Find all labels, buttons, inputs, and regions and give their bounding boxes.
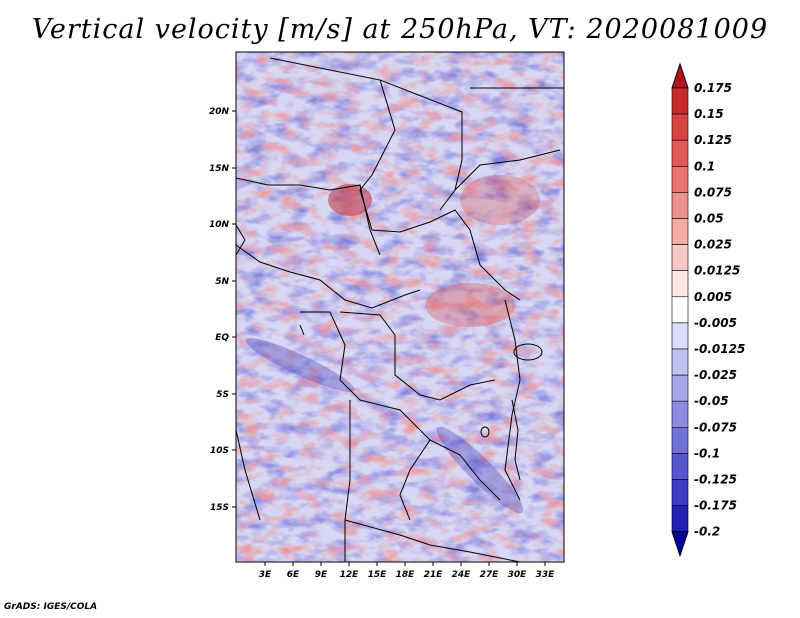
lat-label: EQ — [215, 333, 229, 343]
colorbar-label: -0.05 — [694, 394, 729, 408]
lon-axis: 3E 6E 9E 12E 15E 18E 21E 24E 27E 30E 33E — [259, 562, 555, 580]
colorbar-swatch — [671, 218, 689, 245]
lat-label: 10N — [209, 220, 230, 230]
colorbar-label: -0.075 — [694, 420, 737, 434]
colorbar-swatch — [671, 348, 689, 376]
map-frame — [235, 51, 565, 563]
colorbar-label: 0.05 — [694, 212, 724, 226]
colorbar-label: -0.025 — [694, 368, 737, 382]
lon-label: 33E — [536, 570, 556, 580]
colorbar-swatch — [671, 296, 689, 324]
lon-label: 3E — [259, 570, 272, 580]
colorbar-label: -0.0125 — [694, 342, 745, 356]
colorbar-swatch — [671, 400, 689, 428]
colorbar-label: 0.025 — [694, 238, 732, 252]
colorbar-label: -0.175 — [694, 499, 737, 513]
colorbar-swatch — [671, 374, 689, 402]
colorbar-swatch — [671, 426, 689, 454]
lon-label: 24E — [452, 570, 472, 580]
colorbar-swatch — [671, 505, 689, 533]
lon-label: 30E — [508, 570, 528, 580]
colorbar-arrow-top — [671, 62, 689, 89]
colorbar-label: -0.005 — [694, 316, 737, 330]
lon-label: 9E — [315, 570, 328, 580]
colorbar-label: 0.15 — [694, 107, 724, 121]
colorbar-swatch — [671, 192, 689, 219]
colorbar-swatch — [671, 139, 689, 167]
lat-label: 20N — [209, 107, 230, 117]
colorbar-swatch — [671, 244, 689, 272]
country-borders — [235, 57, 564, 563]
lon-label: 12E — [340, 570, 360, 580]
colorbar-swatch — [671, 479, 689, 506]
colorbar-swatch — [671, 113, 689, 141]
colorbar-swatch — [671, 166, 689, 193]
colorbar-label: 0.075 — [694, 185, 732, 199]
velocity-field — [236, 52, 564, 562]
colorbar-label: -0.1 — [694, 446, 720, 460]
colorbar-label: 0.0125 — [694, 264, 740, 278]
colorbar-label: 0.125 — [694, 133, 732, 147]
lat-label: 15N — [209, 164, 230, 174]
colorbar-arrow-bottom — [671, 531, 689, 558]
colorbar-swatch — [671, 87, 689, 115]
lon-label: 27E — [480, 570, 500, 580]
colorbar-swatch — [671, 270, 689, 298]
colorbar-label: -0.125 — [694, 473, 737, 487]
lat-label: 5S — [216, 390, 229, 400]
lon-label: 21E — [424, 570, 444, 580]
lat-axis: 20N 15N 10N 5N EQ 5S 10S 15S — [209, 107, 236, 513]
colorbar-label: -0.2 — [694, 525, 720, 539]
colorbar-swatch — [671, 322, 689, 350]
colorbar-label: 0.175 — [694, 81, 732, 95]
colorbar-label: 0.1 — [694, 159, 715, 173]
lon-label: 6E — [287, 570, 300, 580]
lon-label: 18E — [396, 570, 416, 580]
map-title: Vertical velocity [m/s] at 250hPa, VT: 2… — [31, 14, 769, 45]
lat-label: 5N — [215, 277, 229, 287]
colorbar: 0.175 0.15 0.125 0.1 0.075 0.05 0.025 0.0125 0.0… — [671, 62, 745, 558]
lon-label: 15E — [368, 570, 388, 580]
colorbar-swatch — [671, 453, 689, 480]
grads-credit: GrADS: IGES/COLA — [4, 602, 98, 612]
lakes — [299, 324, 543, 481]
colorbar-label: 0.005 — [694, 290, 732, 304]
lat-label: 10S — [210, 446, 229, 456]
lat-label: 15S — [210, 503, 229, 513]
